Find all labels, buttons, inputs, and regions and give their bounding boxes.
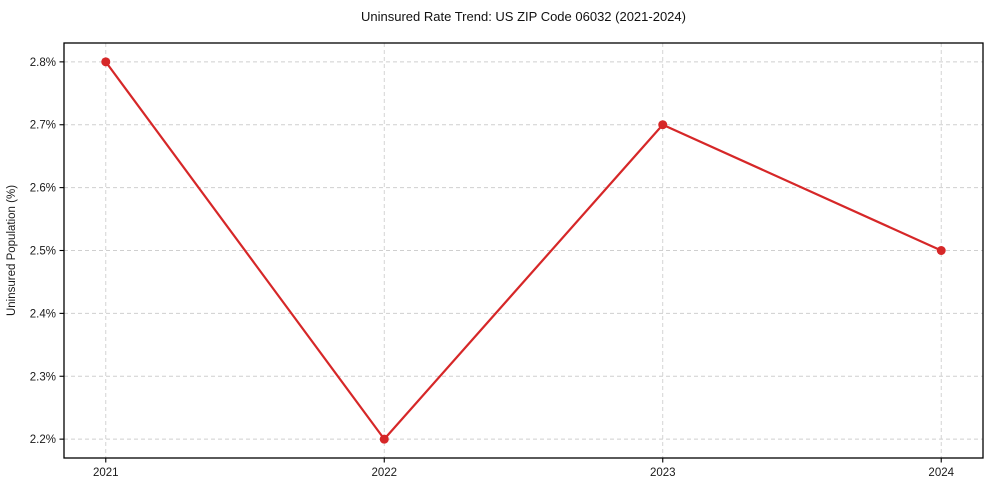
y-tick-label: 2.2%: [30, 434, 56, 446]
x-tick-label: 2023: [650, 467, 676, 479]
data-point-2021: [101, 57, 111, 67]
plot-border: [63, 42, 984, 459]
y-tick-label: 2.3%: [30, 371, 56, 383]
x-tick-label: 2024: [928, 467, 954, 479]
data-point-2024: [936, 246, 946, 255]
y-tick-label: 2.4%: [30, 308, 56, 320]
y-axis-label: Uninsured Population (%): [6, 185, 18, 316]
y-tick-label: 2.5%: [30, 246, 56, 258]
chart-title: Uninsured Rate Trend: US ZIP Code 06032 …: [361, 9, 686, 24]
y-tick-label: 2.7%: [30, 120, 56, 132]
trend-line: [104, 60, 943, 441]
y-tick-label: 2.6%: [30, 183, 56, 195]
y-tick-label: 2.8%: [30, 57, 56, 69]
data-point-2023: [658, 120, 668, 130]
data-point-2022: [379, 434, 389, 444]
plot-area: 2021 2022 2023 2024 2.2% 2.3% 2.4% 2.5% 2.6% 2.7%…: [30, 42, 984, 479]
x-tick-label: 2022: [371, 467, 397, 479]
x-tick-label: 2021: [93, 467, 119, 479]
